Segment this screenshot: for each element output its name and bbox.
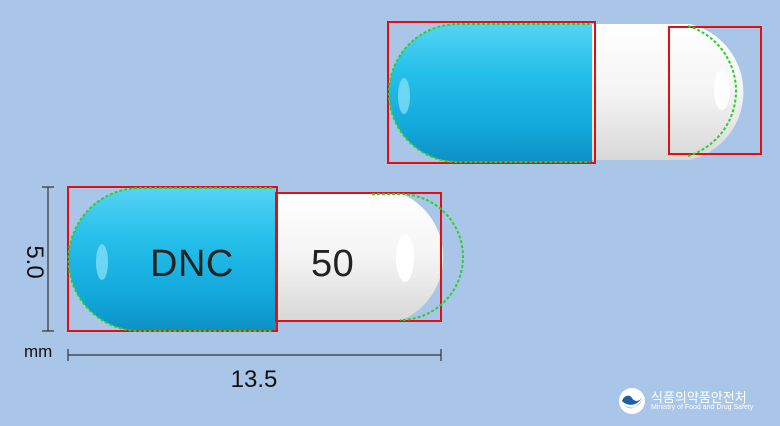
unit-label: mm xyxy=(24,342,53,361)
capsule-bottom-body-edge-trace xyxy=(372,193,464,321)
dimension-lines xyxy=(42,186,442,361)
capsule-top-body-box xyxy=(668,26,762,155)
capsule-bottom-edge-trace xyxy=(67,187,272,332)
imprint-body-text: 50 xyxy=(311,243,355,285)
capsule-top-edge-trace xyxy=(388,23,590,163)
capsule-bottom xyxy=(67,186,464,332)
mfds-emblem-icon xyxy=(619,388,645,414)
capsule-bottom-blue-cap xyxy=(68,188,277,331)
imprint-cap-text: DNC xyxy=(150,243,234,285)
height-label: 5.0 xyxy=(21,245,48,279)
org-name-english: Ministry of Food and Drug Safety xyxy=(651,404,754,411)
capsule-top-highlight xyxy=(398,78,410,114)
capsule-top-white-body xyxy=(590,24,744,160)
capsule-top xyxy=(387,21,762,164)
capsule-bottom-highlight xyxy=(96,244,108,280)
capsule-bottom-body-highlight xyxy=(396,234,414,282)
capsule-top-body-highlight xyxy=(714,70,730,110)
capsule-bottom-body-box xyxy=(275,192,442,322)
capsule-bottom-white-body xyxy=(272,193,444,321)
org-name-korean: 식품의약품안전처 xyxy=(651,391,747,406)
capsule-top-blue-cap xyxy=(389,24,592,162)
width-label: 13.5 xyxy=(230,366,278,393)
capsule-top-body-edge-trace xyxy=(687,25,738,157)
